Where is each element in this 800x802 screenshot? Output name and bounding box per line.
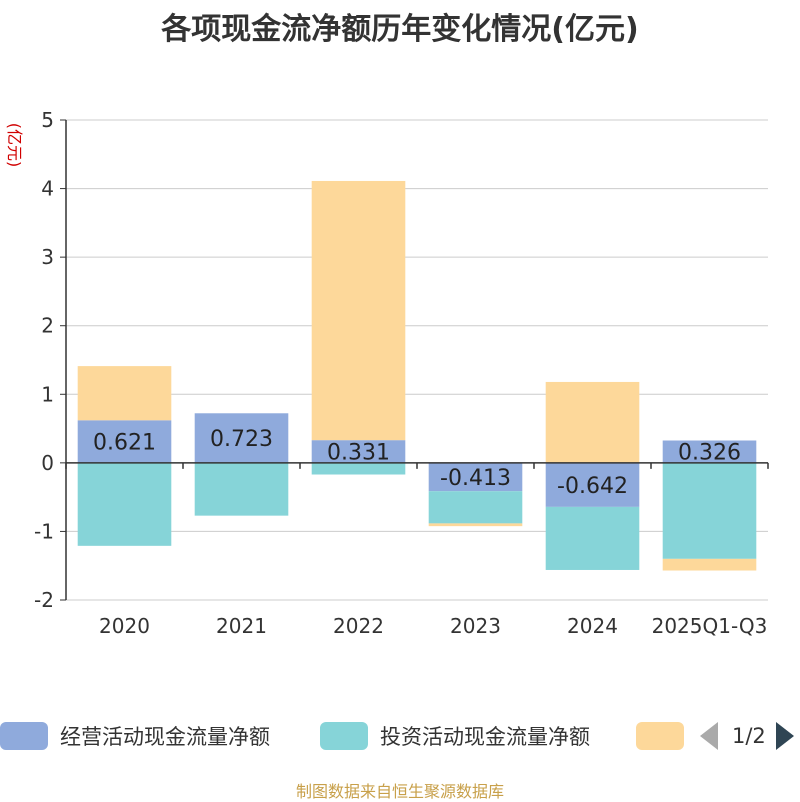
source-note: 制图数据来自恒生聚源数据库 — [295, 782, 504, 801]
legend-swatch-operating — [0, 722, 48, 750]
y-tick-label: 5 — [41, 108, 54, 132]
y-tick-label: -2 — [34, 588, 54, 612]
bar-financing-2020 — [77, 366, 172, 421]
bar-investing-2023 — [428, 491, 523, 524]
legend-swatch-investing — [320, 722, 368, 750]
legend-item-operating[interactable]: 经营活动现金流量净额 — [0, 716, 270, 756]
x-tick-label: 2023 — [450, 614, 501, 638]
x-tick-label: 2020 — [99, 614, 150, 638]
bar-operating-2021 — [194, 413, 289, 463]
legend-label-operating: 经营活动现金流量净额 — [60, 725, 270, 749]
x-tick-label: 2025Q1-Q3 — [652, 614, 768, 638]
pager-prev-icon[interactable] — [700, 722, 718, 750]
legend-page-indicator: 1/2 — [732, 724, 766, 748]
pager-next-icon[interactable] — [775, 722, 794, 750]
data-label-operating: 0.331 — [327, 441, 390, 466]
legend-pager: 1/2 — [700, 716, 794, 756]
data-label-operating: -0.413 — [440, 466, 511, 491]
bar-operating-2022 — [311, 440, 406, 463]
bar-operating-2024 — [545, 462, 640, 507]
x-tick-label: 2024 — [567, 614, 618, 638]
bar-financing-2022 — [311, 180, 406, 441]
legend: 经营活动现金流量净额 投资活动现金流量净额 — [0, 716, 800, 756]
y-tick-label: 2 — [41, 314, 54, 338]
bar-financing-2023 — [428, 523, 523, 527]
y-axis-label: (亿元) — [5, 123, 24, 168]
bar-investing-2020 — [77, 462, 172, 546]
bar-financing-2024 — [545, 381, 640, 463]
legend-swatch-financing — [636, 722, 684, 750]
data-label-operating: -0.642 — [557, 474, 628, 499]
bar-financing-2025Q1-Q3 — [662, 558, 757, 571]
legend-label-investing: 投资活动现金流量净额 — [380, 725, 590, 749]
y-tick-label: 1 — [41, 382, 54, 406]
bar-investing-2025Q1-Q3 — [662, 462, 757, 559]
y-tick-label: -1 — [34, 519, 54, 543]
bar-operating-2023 — [428, 462, 523, 492]
bar-investing-2022 — [311, 462, 406, 475]
data-label-operating: 0.326 — [678, 441, 741, 466]
x-tick-label: 2022 — [333, 614, 384, 638]
legend-item-financing[interactable] — [636, 716, 684, 756]
y-tick-label: 3 — [41, 245, 54, 269]
bar-investing-2021 — [194, 462, 289, 516]
legend-item-investing[interactable]: 投资活动现金流量净额 — [320, 716, 590, 756]
bar-operating-2020 — [77, 420, 172, 463]
data-label-operating: 0.723 — [210, 427, 273, 452]
bar-operating-2025Q1-Q3 — [662, 440, 757, 463]
x-tick-label: 2021 — [216, 614, 267, 638]
y-tick-label: 4 — [41, 177, 54, 201]
y-tick-label: 0 — [41, 451, 54, 475]
bar-investing-2024 — [545, 506, 640, 570]
chart-title: 各项现金流净额历年变化情况(亿元) — [161, 12, 639, 47]
data-label-operating: 0.621 — [93, 431, 156, 456]
